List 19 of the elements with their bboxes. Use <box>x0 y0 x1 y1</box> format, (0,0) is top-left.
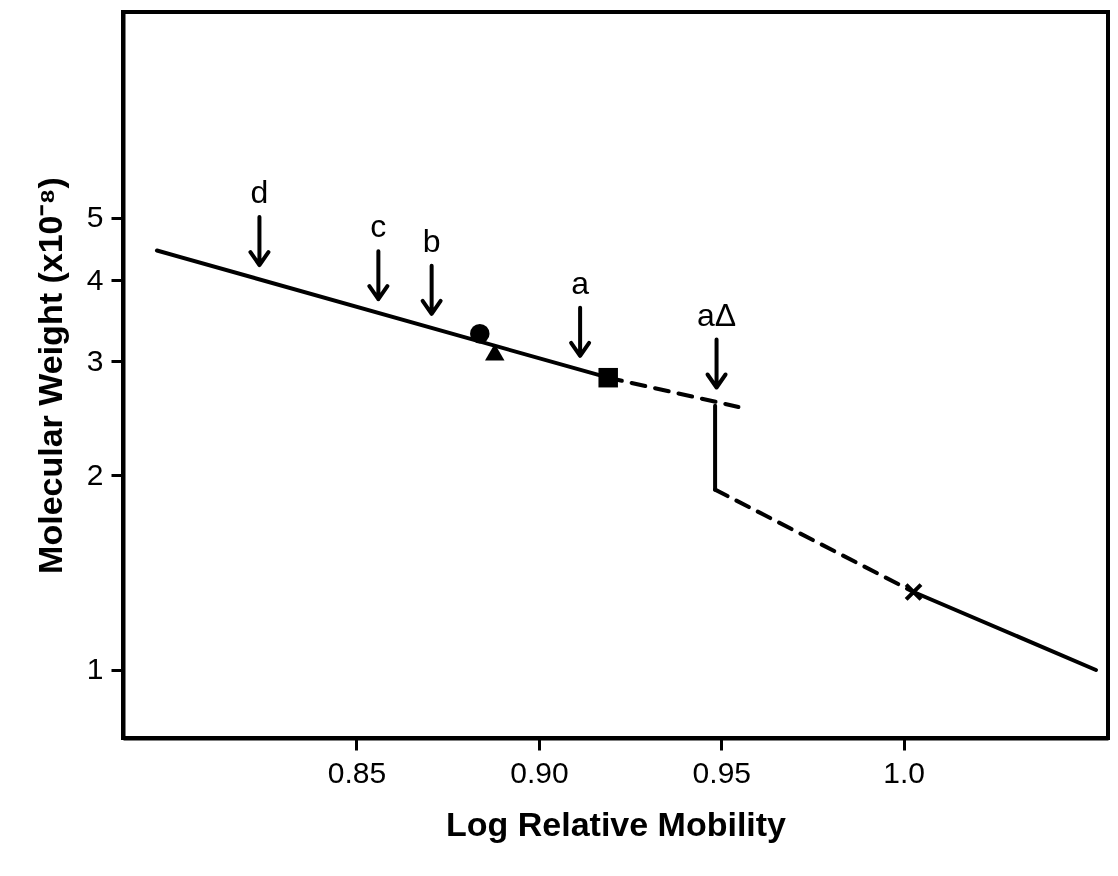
y-tick-label: 2 <box>86 457 104 491</box>
y-tick-label: 5 <box>86 200 104 234</box>
x-tick-label: 0.95 <box>692 755 751 789</box>
point <box>470 323 490 344</box>
y-tick-label: 1 <box>86 652 104 686</box>
point <box>904 582 923 602</box>
annotation: d <box>250 174 269 211</box>
x-tick-label: 0.85 <box>327 755 387 789</box>
annotation: aΔ <box>696 296 737 333</box>
point <box>598 367 618 388</box>
x-axis-title: Log Relative Mobility <box>445 804 787 843</box>
y-tick-label: 4 <box>86 262 104 296</box>
y-axis-title: Molecular Weight (x10⁻⁸) <box>30 177 69 574</box>
x-tick-label: 1.0 <box>883 755 926 789</box>
annotation: b <box>422 222 441 259</box>
annotation: a <box>571 264 590 301</box>
annotation: c <box>370 208 387 245</box>
y-tick-label: 3 <box>86 343 104 377</box>
x-tick-label: 0.90 <box>510 755 569 789</box>
